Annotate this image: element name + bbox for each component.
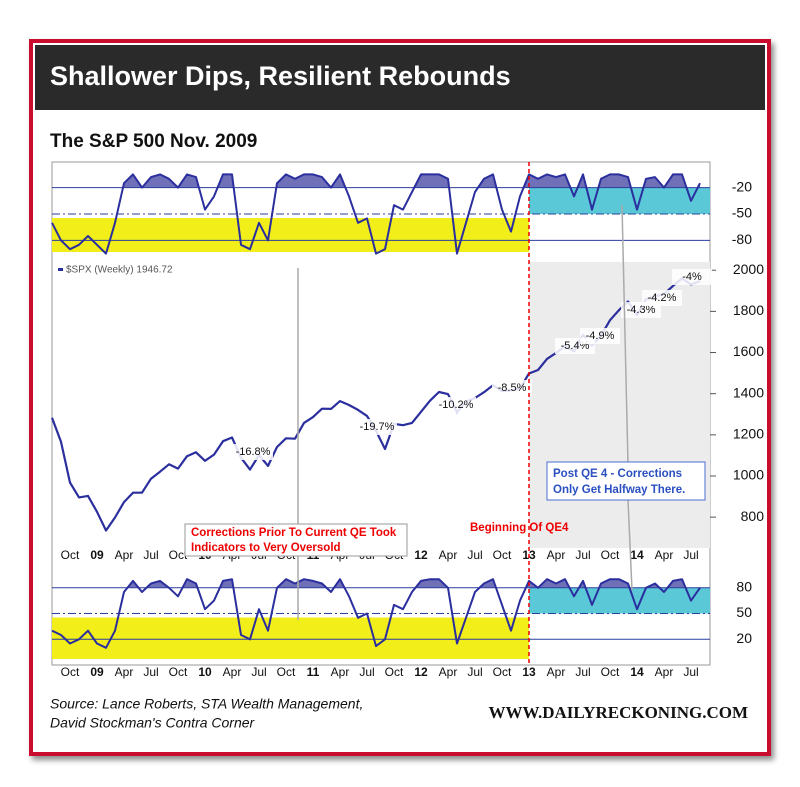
annotation: -4.9% xyxy=(586,330,615,342)
x-tick-label: 14 xyxy=(630,665,644,679)
annotation-bg xyxy=(492,380,532,396)
data-line xyxy=(51,173,701,255)
legend-label: $SPX (Weekly) 1946.72 xyxy=(66,265,173,276)
overbought-fill xyxy=(52,174,700,188)
annotation: -4.3% xyxy=(627,304,656,316)
y-tick-label: 80 xyxy=(736,578,752,594)
x-tick-label: 14 xyxy=(630,548,644,562)
y-tick-label: 50 xyxy=(736,604,752,620)
x-tick-label: Apr xyxy=(547,665,566,679)
x-tick-label: Oct xyxy=(169,665,188,679)
x-tick-label: Apr xyxy=(223,665,242,679)
x-tick-label: Oct xyxy=(277,665,296,679)
x-tick-label: Jul xyxy=(143,665,158,679)
x-tick-label: Jul xyxy=(683,665,698,679)
header-bar xyxy=(35,45,765,110)
annotation-bg xyxy=(233,444,273,460)
pointer-line xyxy=(627,499,633,591)
x-tick-label: Jul xyxy=(143,548,158,562)
x-tick-label: Jul xyxy=(683,548,698,562)
annotation: -8.5% xyxy=(498,382,527,394)
annotation: -10.2% xyxy=(439,399,474,411)
zone-band xyxy=(52,218,529,252)
title: Shallower Dips, Resilient Rebounds xyxy=(50,61,511,91)
y-tick-label: 2000 xyxy=(733,261,764,277)
x-tick-label: Oct xyxy=(385,665,404,679)
x-tick-label: Jul xyxy=(575,665,590,679)
subtitle: The S&P 500 Nov. 2009 xyxy=(50,131,257,152)
zone-band xyxy=(529,587,710,614)
plots: -20 -50 -80 800 1000 1200 1400 1600 1800 2000 $SPX… xyxy=(50,162,765,679)
x-tick-label: Apr xyxy=(439,665,458,679)
annotation: -4% xyxy=(682,271,702,283)
x-tick-label: Apr xyxy=(115,665,134,679)
y-tick-label: 1200 xyxy=(733,426,764,442)
y-tick-label: 20 xyxy=(736,630,752,646)
x-tick-label: Jul xyxy=(467,665,482,679)
annotation-bg xyxy=(436,397,476,413)
x-tick-label: 12 xyxy=(414,548,428,562)
y-tick-label: -20 xyxy=(732,178,752,194)
x-tick-label: Oct xyxy=(493,665,512,679)
zone-band xyxy=(529,187,710,215)
y-tick-label: 1000 xyxy=(733,467,764,483)
x-tick-label: Apr xyxy=(655,548,674,562)
x-tick-label: Apr xyxy=(655,665,674,679)
y-tick-label: 1600 xyxy=(733,343,764,359)
legend-swatch xyxy=(58,268,63,271)
note-text: Post QE 4 - Corrections xyxy=(553,468,682,480)
x-tick-label: Apr xyxy=(115,548,134,562)
y-tick-label: 1400 xyxy=(733,384,764,400)
x-tick-label: Oct xyxy=(61,665,80,679)
x-tick-label: 10 xyxy=(198,665,212,679)
note-box xyxy=(184,523,408,557)
x-tick-label: Apr xyxy=(547,548,566,562)
y-tick-label: -50 xyxy=(732,205,752,221)
note-text: Indicators to Very Oversold xyxy=(191,542,341,554)
x-tick-label: Jul xyxy=(575,548,590,562)
data-line xyxy=(51,578,701,649)
annotation: -16.8% xyxy=(236,446,271,458)
source: David Stockman's Contra Corner xyxy=(50,715,256,731)
y-tick-label: 1800 xyxy=(733,302,764,318)
annotation-bg xyxy=(580,328,620,344)
x-tick-label: 13 xyxy=(522,665,536,679)
note-text: Corrections Prior To Current QE Took xyxy=(191,527,397,539)
note-text: Only Get Halfway There. xyxy=(553,484,685,496)
pointer-line xyxy=(621,204,629,466)
note-text: Beginning Of QE4 xyxy=(470,522,569,534)
x-tick-label: Jul xyxy=(251,665,266,679)
x-tick-label: Apr xyxy=(331,665,350,679)
x-tick-label: Jul xyxy=(467,548,482,562)
x-tick-label: Oct xyxy=(601,548,620,562)
x-tick-label: Oct xyxy=(169,548,188,562)
x-tick-label: 09 xyxy=(90,548,104,562)
source: Source: Lance Roberts, STA Wealth Manage… xyxy=(50,696,363,712)
x-tick-label: Jul xyxy=(359,665,374,679)
annotation: -4.2% xyxy=(648,292,677,304)
overlays: Corrections Prior To Current QE Took Ind… xyxy=(184,204,706,620)
post-qe-shade xyxy=(529,262,710,548)
y-tick-label: -80 xyxy=(732,231,752,247)
annotation-bg xyxy=(642,290,682,306)
x-tick-label: 12 xyxy=(414,665,428,679)
x-tick-label: 09 xyxy=(90,665,104,679)
annotation-bg xyxy=(672,269,712,285)
x-tick-label: 11 xyxy=(307,665,320,679)
x-tick-label: Oct xyxy=(601,665,620,679)
x-tick-label: Oct xyxy=(61,548,80,562)
zone-band xyxy=(52,617,529,659)
annotation-bg xyxy=(357,419,397,435)
x-tick-label: Apr xyxy=(439,548,458,562)
annotation: -19.7% xyxy=(360,421,395,433)
site: WWW.DAILYRECKONING.COM xyxy=(489,703,748,722)
note-box xyxy=(546,461,706,501)
y-tick-label: 800 xyxy=(741,508,765,524)
x-tick-label: Oct xyxy=(493,548,512,562)
